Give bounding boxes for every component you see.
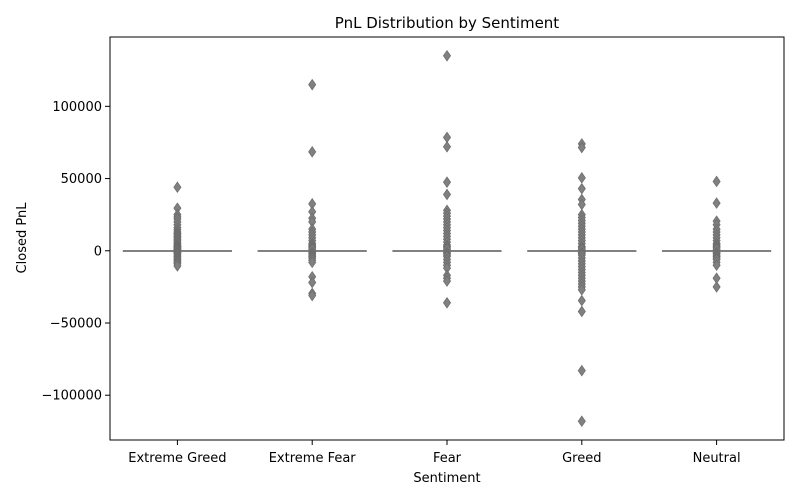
- outlier-point: [442, 275, 452, 287]
- outlier-point: [173, 260, 182, 272]
- outlier-point: [577, 415, 586, 428]
- outlier-point: [577, 141, 586, 154]
- x-axis: Extreme Greed Extreme Fear Fear Greed Neutra…: [128, 440, 741, 466]
- outlier-point: [712, 281, 721, 293]
- outlier-point: [577, 364, 586, 377]
- y-axis: −100000 −50000 0 50000 100000: [41, 100, 110, 404]
- outlier-point: [712, 259, 721, 272]
- y-tick-label: 0: [94, 244, 102, 259]
- y-tick-label: 50000: [61, 172, 102, 187]
- outlier-point: [442, 140, 452, 153]
- chart-title: PnL Distribution by Sentiment: [335, 14, 560, 32]
- x-tick-label: Extreme Greed: [128, 451, 226, 466]
- outlier-point: [577, 182, 586, 195]
- outlier-point: [308, 146, 317, 158]
- outlier-point: [308, 289, 317, 302]
- outlier-point: [577, 305, 586, 318]
- y-tick-label: 100000: [52, 100, 102, 115]
- y-axis-label: Closed PnL: [15, 202, 30, 274]
- outlier-point: [577, 294, 586, 307]
- box-group: [527, 138, 637, 428]
- outlier-point: [577, 172, 586, 184]
- y-tick-label: −100000: [41, 389, 102, 404]
- box-group: [661, 175, 772, 293]
- outlier-point: [308, 78, 317, 91]
- x-tick-label: Fear: [433, 451, 462, 466]
- x-tick-label: Neutral: [693, 451, 741, 466]
- box-group: [257, 78, 367, 302]
- plot-area: [122, 49, 772, 428]
- box-group: [122, 181, 233, 272]
- outlier-point: [442, 176, 452, 188]
- outlier-point: [442, 296, 452, 309]
- box-group: [392, 49, 502, 309]
- outlier-point: [442, 188, 452, 201]
- y-tick-label: −50000: [50, 317, 102, 332]
- x-tick-label: Extreme Fear: [269, 451, 357, 466]
- outlier-point: [712, 197, 721, 209]
- x-tick-label: Greed: [562, 451, 601, 466]
- outlier-point: [308, 256, 317, 269]
- outlier-point: [173, 181, 182, 194]
- outlier-point: [712, 175, 721, 188]
- outlier-point: [442, 49, 452, 62]
- x-axis-label: Sentiment: [413, 471, 480, 486]
